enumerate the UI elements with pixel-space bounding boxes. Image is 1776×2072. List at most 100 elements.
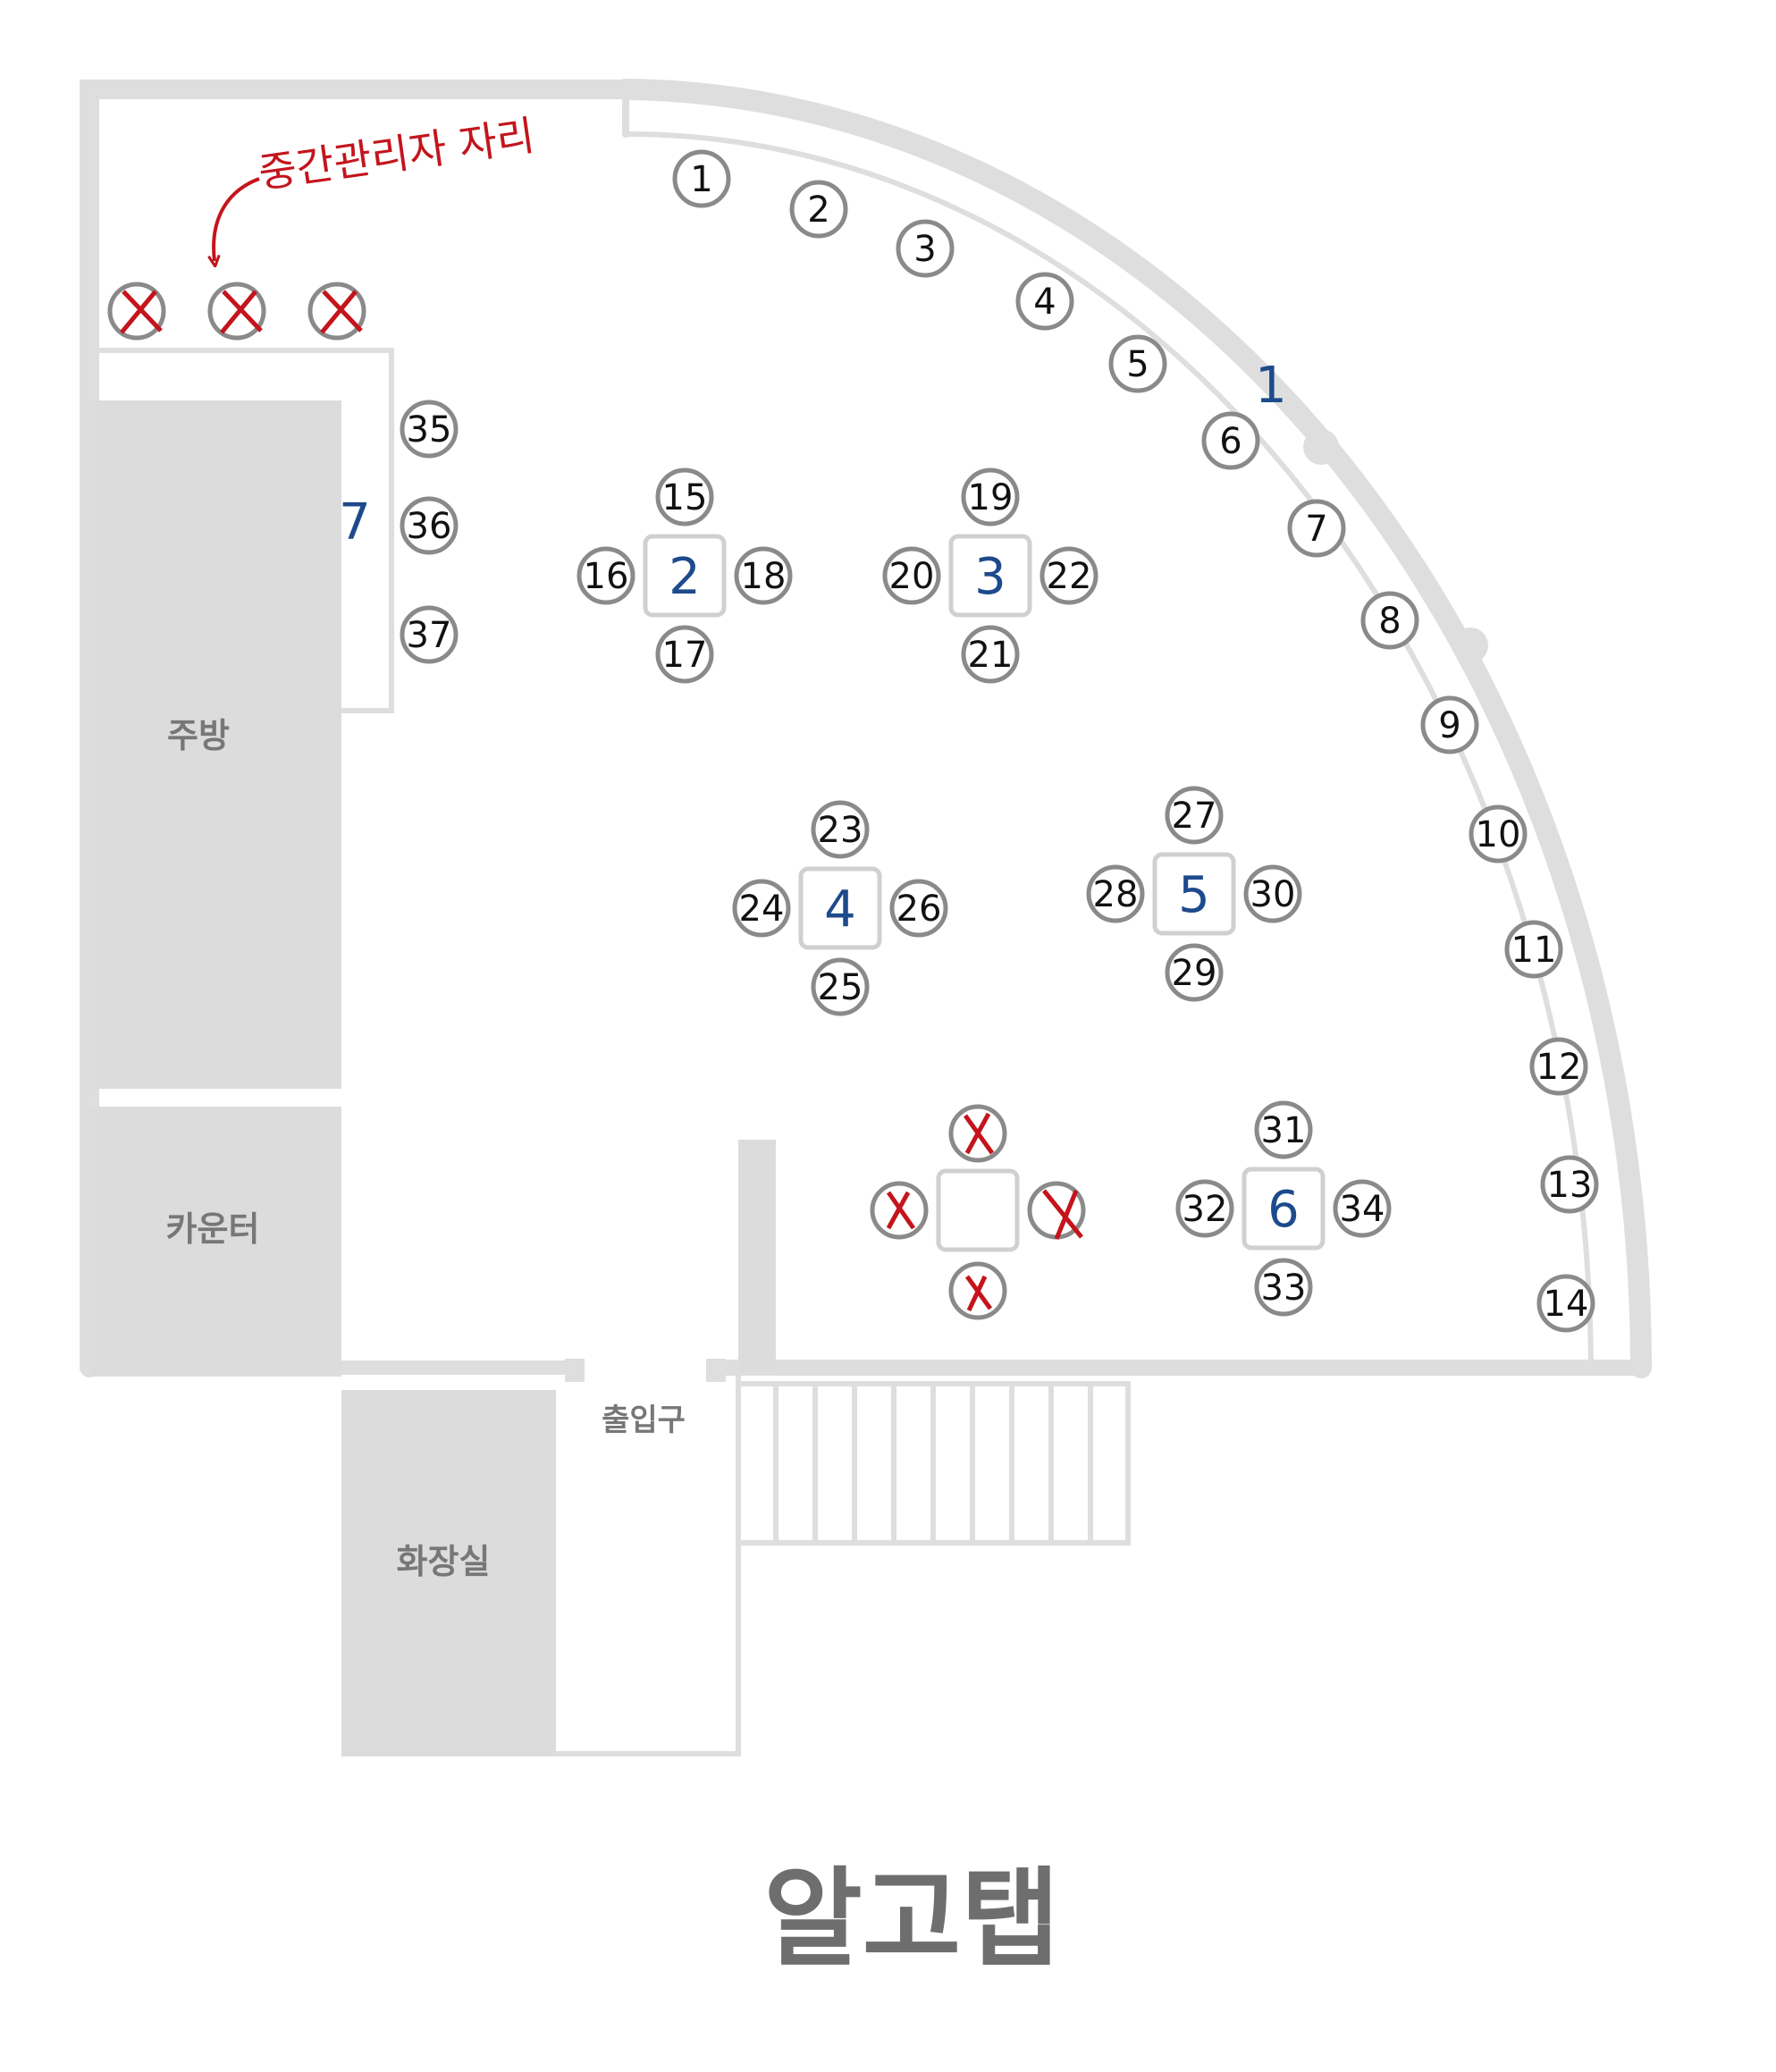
kitchen-label: 주방 <box>167 716 230 755</box>
seat[interactable]: 11 <box>1504 920 1563 979</box>
seat-number: 26 <box>896 889 942 930</box>
seat-circle <box>1165 786 1224 845</box>
seat-number: 11 <box>1511 930 1557 971</box>
seat[interactable]: 19 <box>961 467 1020 526</box>
seat[interactable]: 8 <box>1360 591 1419 650</box>
seat[interactable]: 2 <box>789 180 848 239</box>
seat[interactable]: 5 <box>1108 334 1167 393</box>
seat[interactable]: 22 <box>1040 546 1098 605</box>
seat-circle <box>1175 1179 1234 1238</box>
seat[interactable]: 29 <box>1165 943 1224 1002</box>
table[interactable] <box>948 534 1032 618</box>
seat[interactable]: 27 <box>1165 786 1224 845</box>
seat-number: 32 <box>1183 1189 1228 1230</box>
seat-number: 7 <box>1305 509 1327 550</box>
reserved-seat <box>207 282 266 341</box>
seat-circle <box>1243 864 1302 923</box>
restroom-area <box>341 1390 556 1756</box>
cross-mark-icon <box>964 1275 993 1312</box>
seat[interactable]: 3 <box>896 219 955 278</box>
table[interactable] <box>1152 852 1236 936</box>
seat-number: 6 <box>1219 421 1242 462</box>
seat[interactable]: 28 <box>1086 864 1145 923</box>
table[interactable] <box>643 534 727 618</box>
seat[interactable]: 6 <box>1201 411 1260 470</box>
seat[interactable]: 33 <box>1254 1258 1313 1317</box>
seat-circle <box>1287 499 1346 558</box>
seat[interactable]: 10 <box>1469 804 1528 863</box>
seat-number: 4 <box>1033 282 1056 323</box>
seat-circle <box>1333 1179 1392 1238</box>
seat-number: 33 <box>1261 1268 1307 1309</box>
seat[interactable]: 36 <box>400 496 459 555</box>
seat-circle <box>811 957 870 1016</box>
seat[interactable]: 9 <box>1420 695 1479 754</box>
seat[interactable]: 23 <box>811 800 870 859</box>
seat[interactable]: 30 <box>1243 864 1302 923</box>
seat-circle <box>1529 1037 1588 1096</box>
seat-circle <box>1165 943 1224 1002</box>
manager-seat-annotation: 중간관리자 자리 <box>256 111 537 198</box>
seat[interactable]: 1 <box>672 149 731 208</box>
seat[interactable]: 16 <box>577 546 635 605</box>
entrance-corridor <box>556 1372 741 1756</box>
seat[interactable]: 25 <box>811 957 870 1016</box>
seat-number: 31 <box>1261 1110 1307 1151</box>
seat[interactable]: 13 <box>1540 1155 1599 1214</box>
seat-circle <box>577 546 635 605</box>
seat-circle <box>400 496 459 555</box>
pillar <box>1452 627 1488 663</box>
door-post-right <box>706 1359 726 1382</box>
restroom-label: 화장실 <box>397 1542 491 1581</box>
seat[interactable]: 34 <box>1333 1179 1392 1238</box>
seat-number: 36 <box>407 506 452 547</box>
seat[interactable]: 15 <box>655 467 714 526</box>
seat[interactable]: 7 <box>1287 499 1346 558</box>
seat[interactable]: 21 <box>961 625 1020 684</box>
seat[interactable]: 20 <box>882 546 941 605</box>
seat-circle <box>882 546 941 605</box>
table-group: 6 31 32 33 34 <box>1175 1100 1392 1317</box>
table[interactable] <box>1242 1167 1326 1251</box>
seat-circle <box>789 180 848 239</box>
seat[interactable]: 12 <box>1529 1037 1588 1096</box>
seat-number: 16 <box>584 556 629 597</box>
seat-number: 1 <box>690 159 712 200</box>
reserved-seat <box>948 1104 1007 1163</box>
seat-circle <box>672 149 731 208</box>
seat-number: 5 <box>1126 344 1149 385</box>
seat-number: 25 <box>818 967 863 1008</box>
seat[interactable]: 37 <box>400 605 459 664</box>
seat[interactable]: 32 <box>1175 1179 1234 1238</box>
seat[interactable]: 24 <box>732 879 791 938</box>
cross-mark-icon <box>220 290 263 334</box>
seat[interactable]: 31 <box>1254 1100 1313 1159</box>
seat[interactable]: 26 <box>889 879 948 938</box>
service-counter-outline <box>98 348 394 713</box>
seat[interactable]: 35 <box>400 400 459 459</box>
seat-number: 17 <box>662 635 708 676</box>
partition-wall <box>738 1140 776 1372</box>
seat-number: 19 <box>968 477 1014 518</box>
seat-circle <box>1015 272 1074 331</box>
seat-number: 2 <box>807 190 829 231</box>
seat-circle <box>1201 411 1260 470</box>
table-group: 4 23 24 25 26 <box>732 800 948 1016</box>
stairs <box>738 1381 1131 1546</box>
cross-mark-icon <box>1042 1189 1083 1240</box>
seat-circle <box>1254 1258 1313 1317</box>
seat[interactable]: 4 <box>1015 272 1074 331</box>
seat[interactable]: 18 <box>734 546 793 605</box>
table[interactable] <box>798 866 882 950</box>
seat-number: 28 <box>1093 874 1139 915</box>
outer-wall-arc <box>615 79 1652 1378</box>
reserved-seat <box>307 282 366 341</box>
seat-circle <box>400 605 459 664</box>
tables: 2 15 16 17 18 3 19 20 21 22 4 23 24 25 26 5 27 28 29 30 6 31 3… <box>577 467 1392 1317</box>
seat[interactable]: 14 <box>1536 1274 1595 1333</box>
seat-number: 20 <box>889 556 935 597</box>
seat[interactable]: 17 <box>655 625 714 684</box>
page-title: 알고탭 <box>763 1857 1059 1982</box>
table-group: 5 27 28 29 30 <box>1086 786 1302 1002</box>
